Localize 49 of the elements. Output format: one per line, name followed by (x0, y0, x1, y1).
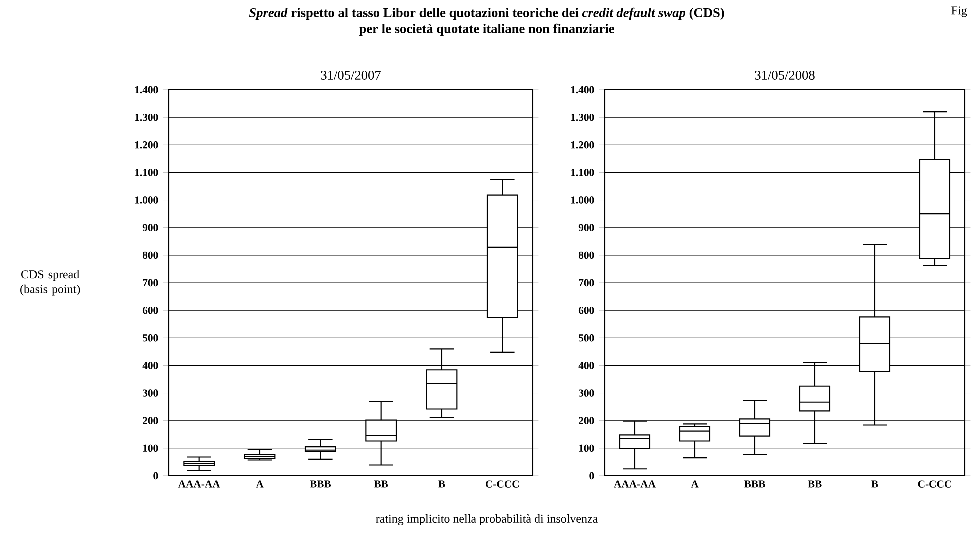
x-tick-label: B (872, 480, 878, 488)
x-tick-label: A (691, 480, 699, 488)
x-tick-label: BB (808, 480, 822, 488)
y-tick-label: 800 (142, 252, 158, 260)
y-tick-label: 1.400 (571, 86, 594, 94)
y-tick-label: 0 (154, 472, 158, 480)
y-tick-label: 1.000 (135, 196, 158, 204)
x-tick-label: BBB (744, 480, 766, 488)
y-tick-label: 700 (143, 279, 158, 287)
chart-title: 31/05/2007 (321, 70, 381, 80)
y-tick-label: 1.300 (135, 114, 158, 122)
chart-title: 31/05/2008 (755, 70, 815, 80)
y-tick-label: 900 (142, 224, 158, 232)
x-tick-label: A (256, 480, 264, 488)
y-tick-label: 1.000 (571, 196, 594, 204)
y-tick-label: 400 (578, 362, 594, 370)
y-tick-label: 500 (143, 334, 158, 342)
x-tick-label: C-CCC (918, 480, 952, 488)
y-tick-label: 600 (578, 306, 594, 314)
y-tick-label: 1.300 (571, 114, 594, 122)
y-tick-label: 1.100 (571, 169, 594, 176)
text: per le società quotate italiane non finanziarie (359, 24, 614, 36)
y-tick-label: 500 (579, 334, 594, 342)
y-tick-label: 1.100 (135, 169, 158, 176)
y-tick-label: 1.400 (135, 86, 158, 94)
y-tick-label: 600 (142, 306, 158, 314)
text: rating implicito nella probabilità di insolvenza (376, 514, 598, 526)
y-tick-label: 400 (142, 362, 158, 370)
y-tick-label: 200 (579, 417, 594, 424)
y-tick-label: 200 (143, 417, 158, 424)
y-tick-label: 900 (578, 224, 594, 232)
y-tick-label: 300 (143, 390, 158, 397)
y-tick-label: 1.200 (135, 142, 158, 149)
text: Fig (952, 6, 968, 18)
x-tick-label: B (438, 480, 446, 488)
x-tick-label: BBB (310, 480, 332, 488)
y-tick-label: 700 (579, 279, 594, 287)
x-tick-label: AAA-AA (614, 480, 656, 488)
x-tick-label: BB (374, 480, 388, 488)
y-tick-label: 100 (143, 444, 158, 452)
y-tick-label: 300 (579, 390, 594, 397)
x-tick-label: C-CCC (486, 480, 520, 488)
y-tick-label: 1.200 (571, 142, 594, 149)
y-tick-label: 100 (579, 444, 594, 452)
y-tick-label: 0 (590, 472, 594, 480)
x-tick-label: AAA-AA (178, 480, 220, 488)
text: Spread rispetto al tasso Libor delle quotazioni teoriche dei credit default swap (CDS) (249, 8, 724, 20)
y-axis-title: CDS spread (basis point) (20, 270, 80, 296)
y-tick-label: 800 (578, 252, 594, 260)
